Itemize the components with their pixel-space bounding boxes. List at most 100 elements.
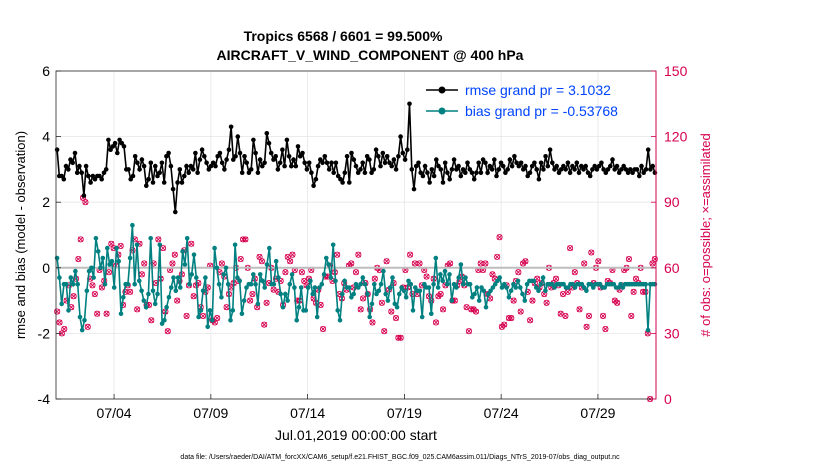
rmse-point bbox=[228, 124, 234, 130]
rmse-point bbox=[266, 140, 272, 146]
rmse-point bbox=[92, 176, 98, 182]
bias-point bbox=[77, 314, 83, 320]
rmse-point bbox=[409, 167, 415, 172]
obs-assimilated bbox=[249, 291, 256, 297]
obs-assimilated bbox=[200, 313, 206, 319]
obs-marker bbox=[141, 260, 148, 267]
rmse-point bbox=[567, 170, 573, 175]
bias-point bbox=[385, 298, 391, 303]
rmse-point bbox=[86, 173, 91, 179]
bias-point bbox=[460, 281, 466, 287]
bias-point bbox=[292, 285, 297, 290]
obs-marker bbox=[70, 293, 77, 300]
bias-point bbox=[570, 281, 575, 287]
bias-point bbox=[479, 285, 484, 290]
obs-possible bbox=[169, 260, 176, 267]
bias-point bbox=[187, 281, 192, 287]
bias-point bbox=[191, 252, 197, 257]
obs-marker bbox=[360, 295, 367, 302]
obs-possible bbox=[258, 258, 265, 265]
obs-assimilated bbox=[581, 260, 587, 267]
rmse-point bbox=[645, 147, 651, 152]
obs-marker bbox=[494, 253, 501, 260]
right-tick-label: 150 bbox=[664, 63, 688, 79]
obs-possible bbox=[127, 288, 134, 295]
obs-assimilated bbox=[188, 241, 195, 247]
rmse-point bbox=[204, 160, 209, 166]
bias-point bbox=[289, 272, 295, 277]
bias-point bbox=[273, 258, 279, 264]
rmse-point bbox=[166, 150, 171, 156]
rmse-point bbox=[512, 154, 517, 159]
bias-point bbox=[328, 275, 334, 280]
bias-point bbox=[394, 304, 400, 310]
bias-point bbox=[579, 281, 585, 287]
obs-possible bbox=[602, 325, 609, 333]
obs-marker bbox=[576, 306, 583, 313]
bias-point bbox=[399, 285, 404, 290]
obs-possible bbox=[94, 310, 101, 317]
obs-possible bbox=[103, 310, 110, 317]
rmse-point bbox=[340, 180, 345, 185]
obs-marker bbox=[320, 325, 327, 333]
obs-possible bbox=[369, 319, 376, 326]
obs-marker bbox=[352, 269, 360, 276]
obs-marker bbox=[630, 288, 637, 295]
obs-possible bbox=[287, 258, 294, 265]
rmse-point bbox=[483, 160, 488, 166]
bias-point bbox=[456, 275, 462, 280]
obs-marker bbox=[571, 269, 578, 276]
bias-point bbox=[107, 262, 112, 267]
rmse-point bbox=[616, 170, 622, 175]
obs-marker bbox=[164, 328, 171, 335]
obs-possible bbox=[56, 319, 63, 326]
rmse-point bbox=[184, 163, 189, 169]
obs-marker bbox=[432, 319, 440, 326]
bias-point bbox=[476, 298, 482, 303]
bias-point bbox=[588, 281, 594, 287]
rmse-point bbox=[527, 170, 533, 175]
rmse-point bbox=[170, 186, 176, 192]
obs-possible bbox=[428, 297, 435, 304]
rmse-point bbox=[108, 147, 113, 152]
obs-assimilated bbox=[77, 236, 84, 243]
rmse-point bbox=[231, 157, 236, 162]
obs-possible bbox=[89, 282, 96, 289]
bias-point bbox=[333, 278, 338, 284]
bias-point bbox=[180, 249, 185, 254]
rmse-point bbox=[574, 160, 580, 166]
bias-point bbox=[75, 281, 80, 287]
rmse-point bbox=[197, 157, 203, 162]
bias-point bbox=[305, 285, 311, 290]
obs-assimilated bbox=[219, 260, 225, 267]
obs-marker bbox=[588, 249, 595, 256]
rmse-point bbox=[411, 186, 417, 192]
obs-possible bbox=[508, 315, 515, 322]
bias-point bbox=[374, 291, 379, 297]
rmse-point bbox=[262, 160, 267, 166]
rmse-point bbox=[623, 167, 629, 172]
obs-possible bbox=[214, 315, 221, 322]
obs-assimilated bbox=[572, 269, 578, 275]
obs-marker bbox=[581, 260, 588, 267]
rmse-point bbox=[271, 157, 276, 162]
bias-point bbox=[267, 245, 272, 251]
obs-marker bbox=[437, 290, 444, 298]
bias-point bbox=[497, 275, 503, 280]
rmse-point bbox=[257, 157, 263, 162]
bias-point bbox=[294, 318, 300, 323]
obs-assimilated bbox=[447, 260, 453, 267]
obs-marker bbox=[465, 328, 472, 335]
rmse-point bbox=[594, 167, 600, 172]
obs-marker bbox=[89, 282, 96, 289]
bias-point bbox=[340, 291, 345, 297]
bias-point bbox=[298, 285, 304, 290]
rmse-point bbox=[376, 154, 381, 159]
rmse-point bbox=[476, 160, 482, 166]
rmse-point bbox=[164, 154, 169, 159]
bias-point bbox=[64, 281, 69, 287]
rmse-point bbox=[440, 180, 446, 185]
right-tick-label: 0 bbox=[664, 391, 672, 407]
obs-assimilated bbox=[56, 319, 63, 326]
obs-marker bbox=[282, 269, 289, 276]
